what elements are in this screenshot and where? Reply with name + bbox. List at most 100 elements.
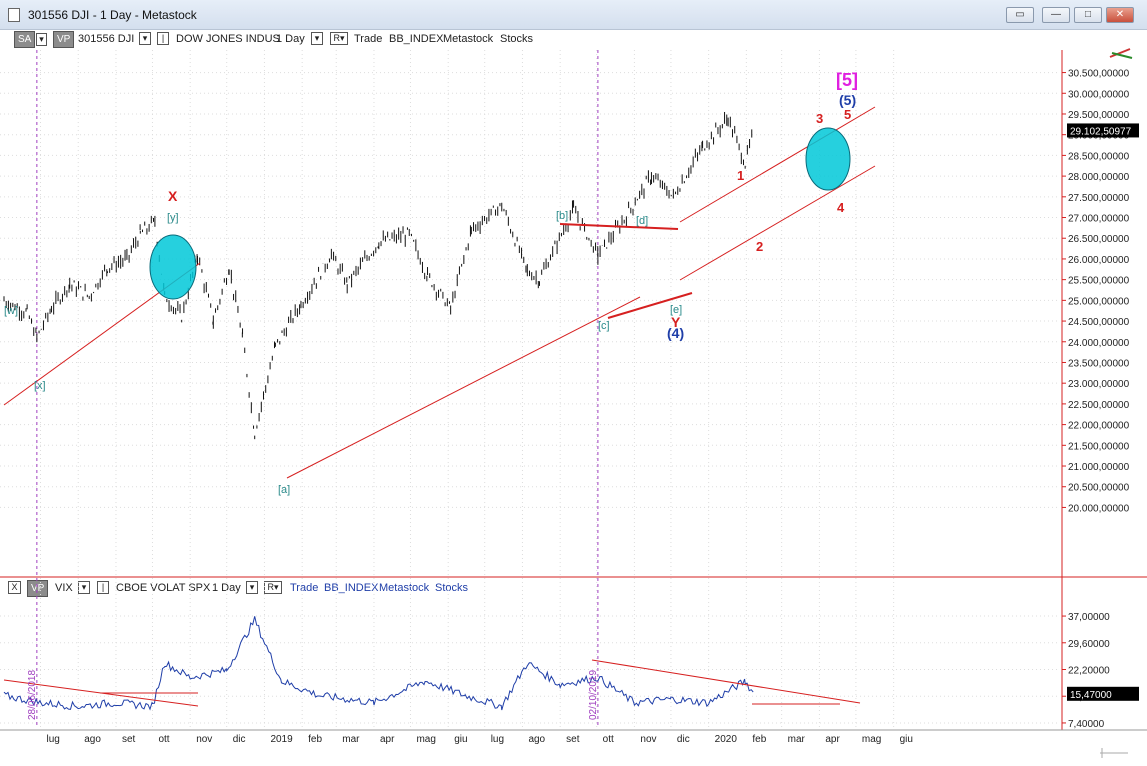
vix-symbol-label: VIX <box>55 582 73 594</box>
symbol-label: 301556 DJI <box>78 33 135 45</box>
x-axis-tick-label: feb <box>752 734 766 745</box>
vix-trade-label: Trade <box>290 582 319 594</box>
vix-y-axis-tick-label: 7,40000 <box>1068 719 1105 730</box>
vix-last-value-badge <box>1067 686 1139 701</box>
minimize-button[interactable]: — <box>1042 7 1070 23</box>
type-label: Stocks <box>500 33 534 45</box>
wave-label: (5) <box>839 92 856 108</box>
vix-trendline <box>591 659 861 704</box>
maximize-button[interactable]: □ <box>1074 7 1102 23</box>
y-axis-tick-label: 23.000,00000 <box>1068 379 1130 390</box>
trade-label: Trade <box>354 33 383 45</box>
x-axis-tick-label: mag <box>862 734 881 745</box>
wave-label: [c] <box>598 320 610 332</box>
last-value-badge <box>1067 123 1139 138</box>
drawing-tools-icon[interactable] <box>1109 48 1133 59</box>
wave-label: [d] <box>636 215 648 227</box>
y-axis-tick-label: 27.500,00000 <box>1068 193 1130 204</box>
y-axis-tick-label: 24.500,00000 <box>1068 317 1130 328</box>
x-axis-tick-label: ago <box>528 734 545 745</box>
vix-name-dropdown-icon[interactable]: | <box>97 581 109 594</box>
x-axis-tick-label: nov <box>640 734 656 745</box>
x-axis-tick-label: mar <box>788 734 806 745</box>
x-axis-tick-label: lug <box>47 734 60 745</box>
wave-label: [w] <box>4 305 18 317</box>
vix-chart-toolbar: X VP VIX ▾ | CBOE VOLAT SPX 1 Day ▾ R▾ T… <box>0 580 1060 598</box>
mode-dropdown[interactable]: R▾ <box>330 32 348 45</box>
highlight-ellipse <box>149 234 197 300</box>
close-button[interactable]: ✕ <box>1106 7 1134 23</box>
y-axis-tick-label: 25.000,00000 <box>1068 296 1130 307</box>
x-axis-tick-label: feb <box>308 734 322 745</box>
x-axis-tick-label: ott <box>603 734 614 745</box>
x-axis-tick-label: set <box>122 734 136 745</box>
vix-period: 1 Day <box>212 582 241 594</box>
vix-mode-dropdown[interactable]: R▾ <box>264 581 282 594</box>
wave-label: 4 <box>837 200 845 215</box>
x-axis-tick-label: apr <box>380 734 395 745</box>
trendline <box>559 223 679 230</box>
y-axis-tick-label: 22.500,00000 <box>1068 400 1130 411</box>
y-axis-tick-label: 29.500,00000 <box>1068 110 1130 121</box>
y-axis-tick-label: 20.500,00000 <box>1068 483 1130 494</box>
vp-tag[interactable]: VP <box>27 580 49 597</box>
x-axis-tick-label: dic <box>677 734 690 745</box>
x-axis-tick-label: nov <box>196 734 212 745</box>
wave-label: Y <box>671 314 681 330</box>
vix-series-line <box>3 616 754 711</box>
vix-y-axis-tick-label: 37,00000 <box>1068 612 1110 623</box>
wave-label: [a] <box>278 484 290 496</box>
x-axis-tick-label: lug <box>491 734 504 745</box>
wave-label: 3 <box>816 111 823 126</box>
x-axis-tick-label: mag <box>416 734 435 745</box>
source-label: BB_INDEX <box>389 33 444 45</box>
x-axis-tick-label: apr <box>825 734 840 745</box>
name-dropdown-icon[interactable]: | <box>157 32 169 45</box>
vix-period-dropdown-icon[interactable]: ▾ <box>246 581 258 594</box>
y-axis-tick-label: 22.000,00000 <box>1068 421 1130 432</box>
vix-y-axis-tick-label: 22,20000 <box>1068 666 1110 677</box>
symbol-dropdown-icon[interactable]: ▾ <box>139 32 151 45</box>
sa-tag[interactable]: SA <box>14 31 36 48</box>
wave-label: 1 <box>737 168 744 183</box>
vix-symbol-dropdown-icon[interactable]: ▾ <box>78 581 90 594</box>
y-axis-tick-label: 23.500,00000 <box>1068 358 1130 369</box>
period-label: 1 Day <box>276 33 305 45</box>
wave-label: [b] <box>556 210 568 222</box>
trendline <box>607 292 693 319</box>
window-title-bar: 301556 DJI - 1 Day - Metastock ▭ — □ ✕ <box>0 0 1147 30</box>
trendline <box>679 165 876 281</box>
y-axis-tick-label: 28.000,00000 <box>1068 172 1130 183</box>
vix-app-label: Metastock <box>379 582 430 594</box>
wave-label: [e] <box>670 304 682 316</box>
wave-label: 2 <box>756 239 763 254</box>
wave-label: X <box>168 188 178 204</box>
app-label: Metastock <box>443 33 494 45</box>
sa-dropdown-icon[interactable]: ▾ <box>36 33 47 46</box>
vix-type-label: Stocks <box>435 582 469 594</box>
x-axis-tick-label: ott <box>158 734 169 745</box>
pane-resize-icon[interactable] <box>1100 748 1128 758</box>
vp-tag[interactable]: VP <box>53 31 75 48</box>
x-axis-tick-label: giu <box>454 734 467 745</box>
x-axis-tick-label: 2019 <box>270 734 293 745</box>
security-name: DOW JONES INDUS <box>176 33 280 45</box>
highlight-ellipse <box>805 127 851 191</box>
document-icon <box>8 8 20 22</box>
period-dropdown-icon[interactable]: ▾ <box>311 32 323 45</box>
y-axis-tick-label: 26.500,00000 <box>1068 234 1130 245</box>
close-pane-button[interactable]: X <box>8 581 21 594</box>
wave-label: (4) <box>667 325 684 341</box>
y-axis-tick-label: 30.500,00000 <box>1068 69 1130 80</box>
x-axis-tick-label: set <box>566 734 580 745</box>
y-axis-tick-label: 26.000,00000 <box>1068 255 1130 266</box>
trendline <box>286 296 641 479</box>
date-marker-label: 28/06/2018 <box>27 670 38 720</box>
y-axis-tick-label: 24.000,00000 <box>1068 338 1130 349</box>
x-axis-tick-label: mar <box>342 734 360 745</box>
restore-alt-button[interactable]: ▭ <box>1006 7 1034 23</box>
wave-label: [5] <box>836 70 858 90</box>
wave-label: [y] <box>167 212 179 224</box>
vix-last-value-label: 15,47000 <box>1070 690 1112 701</box>
y-axis-tick-label: 25.500,00000 <box>1068 276 1130 287</box>
